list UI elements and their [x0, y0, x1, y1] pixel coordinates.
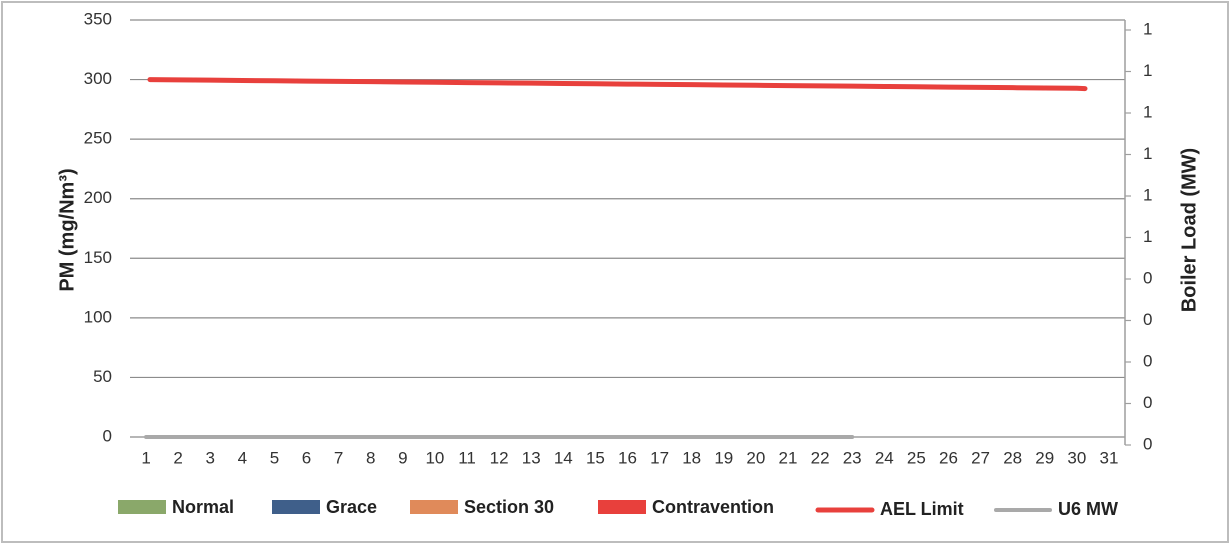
- y2-tick-label: 0: [1143, 268, 1152, 287]
- y-tick-label: 350: [84, 9, 112, 28]
- y2-tick-label: 1: [1143, 185, 1152, 204]
- x-tick-label: 2: [173, 448, 182, 467]
- y-axis-ticks: 0 50 100 150 200 250 300 350: [84, 9, 112, 445]
- y-axis-title: PM (mg/Nm³): [56, 168, 78, 291]
- x-tick-label: 24: [875, 448, 894, 467]
- legend-label: Contravention: [652, 497, 774, 517]
- x-tick-label: 10: [425, 448, 444, 467]
- x-tick-label: 23: [843, 448, 862, 467]
- legend-label: Grace: [326, 497, 377, 517]
- x-tick-label: 6: [302, 448, 311, 467]
- x-tick-label: 21: [779, 448, 798, 467]
- y2-tick-label: 0: [1143, 351, 1152, 370]
- x-tick-label: 8: [366, 448, 375, 467]
- x-tick-label: 3: [206, 448, 215, 467]
- y2-axis-ticks: 0 0 0 0 0 1 1 1 1 1 1: [1125, 19, 1152, 453]
- x-tick-label: 28: [1003, 448, 1022, 467]
- x-tick-label: 19: [714, 448, 733, 467]
- x-tick-label: 14: [554, 448, 573, 467]
- legend-swatch: [410, 500, 458, 514]
- x-tick-label: 16: [618, 448, 637, 467]
- x-tick-label: 12: [490, 448, 509, 467]
- y-tick-label: 250: [84, 129, 112, 148]
- legend-label: AEL Limit: [880, 499, 964, 519]
- y2-tick-label: 0: [1143, 393, 1152, 412]
- x-tick-label: 26: [939, 448, 958, 467]
- y2-tick-label: 0: [1143, 434, 1152, 453]
- y-tick-label: 150: [84, 248, 112, 267]
- x-tick-label: 27: [971, 448, 990, 467]
- y-tick-label: 50: [93, 367, 112, 386]
- y2-tick-label: 1: [1143, 61, 1152, 80]
- x-tick-label: 13: [522, 448, 541, 467]
- x-tick-label: 22: [811, 448, 830, 467]
- y2-tick-label: 1: [1143, 102, 1152, 121]
- gridlines: [130, 19, 1125, 379]
- x-tick-label: 1: [141, 448, 150, 467]
- y-tick-label: 0: [103, 426, 112, 445]
- x-tick-label: 20: [746, 448, 765, 467]
- x-tick-label: 7: [334, 448, 343, 467]
- legend-swatch: [272, 500, 320, 514]
- legend-swatch: [118, 500, 166, 514]
- legend-swatch: [598, 500, 646, 514]
- y-tick-label: 300: [84, 69, 112, 88]
- x-tick-label: 15: [586, 448, 605, 467]
- legend-label: U6 MW: [1058, 499, 1118, 519]
- y-tick-label: 100: [84, 307, 112, 326]
- series-line: [147, 77, 1088, 92]
- y2-tick-label: 1: [1143, 19, 1152, 38]
- series-lines: [144, 77, 1088, 439]
- legend: Normal Grace Section 30 Contravention AEL Li…: [118, 497, 1118, 519]
- x-axis-ticks: 1 2 3 4 5 6 7 8 9 10 11 12 13 14 15 16 17 18 19 20 21 22 23 24 2…: [141, 448, 1118, 467]
- legend-label: Section 30: [464, 497, 554, 517]
- x-tick-label: 30: [1067, 448, 1086, 467]
- x-tick-label: 25: [907, 448, 926, 467]
- x-tick-label: 4: [238, 448, 247, 467]
- legend-label: Normal: [172, 497, 234, 517]
- x-tick-label: 31: [1099, 448, 1118, 467]
- x-tick-label: 18: [682, 448, 701, 467]
- x-tick-label: 17: [650, 448, 669, 467]
- y2-axis-title: Boiler Load (MW): [1178, 148, 1200, 312]
- x-tick-label: 5: [270, 448, 279, 467]
- x-tick-label: 9: [398, 448, 407, 467]
- x-tick-label: 11: [458, 448, 476, 467]
- y-tick-label: 200: [84, 188, 112, 207]
- y2-tick-label: 1: [1143, 144, 1152, 163]
- y2-tick-label: 1: [1143, 227, 1152, 246]
- y2-tick-label: 0: [1143, 310, 1152, 329]
- x-tick-label: 29: [1035, 448, 1054, 467]
